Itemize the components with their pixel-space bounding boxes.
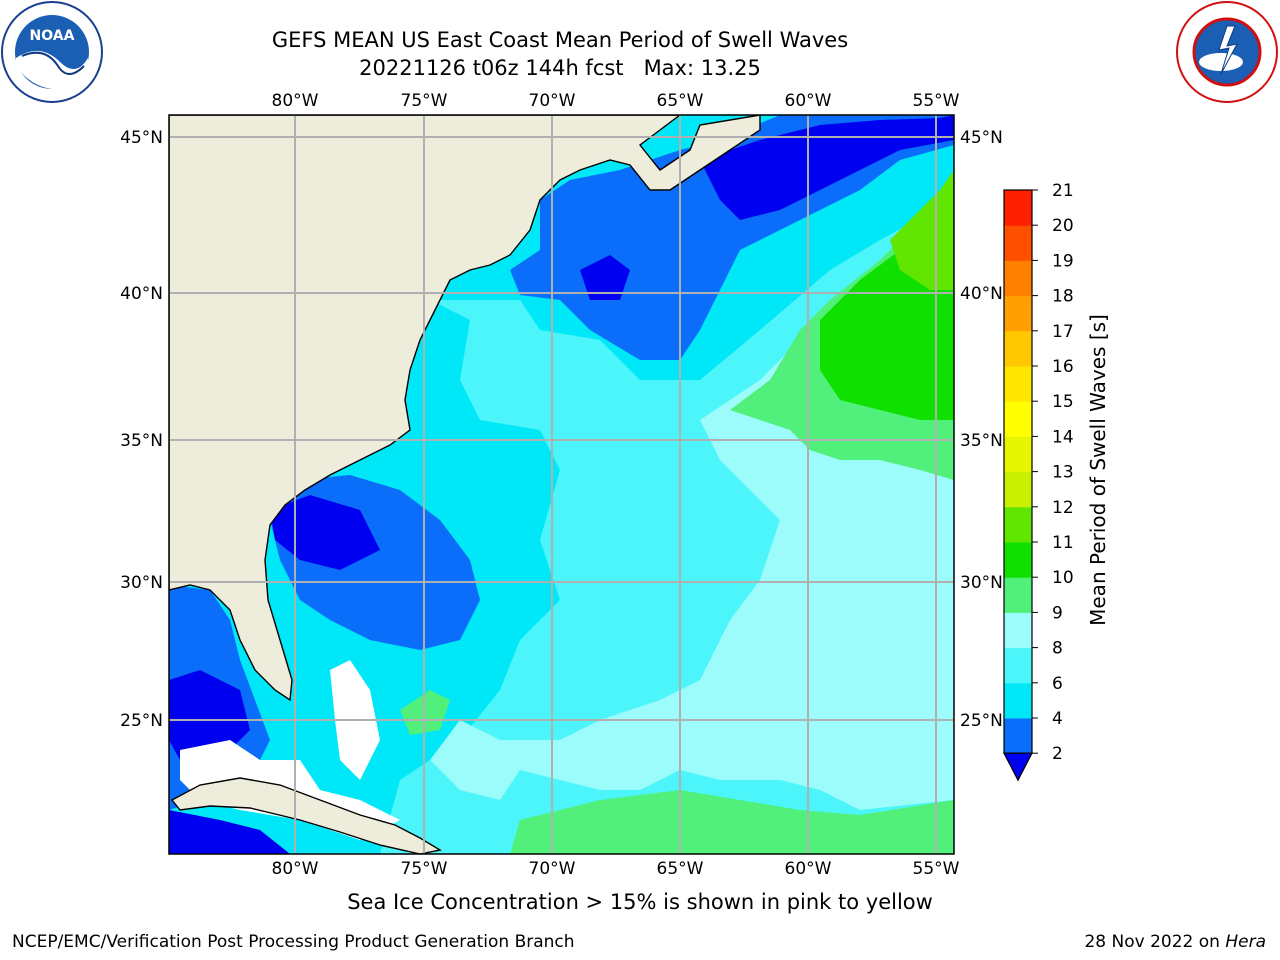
map-area (169, 115, 954, 854)
colorbar-swatch (1004, 647, 1032, 684)
colorbar-tick-label: 16 (1052, 357, 1074, 377)
colorbar-swatch (1004, 225, 1032, 261)
colorbar-swatch (1004, 718, 1032, 754)
colorbar-tick-label: 20 (1052, 216, 1074, 236)
sea-ice-footnote: Sea Ice Concentration > 15% is shown in … (347, 890, 933, 914)
colorbar-tick-label: 12 (1052, 498, 1074, 518)
colorbar-tick-label: 13 (1052, 463, 1074, 483)
land-cuba (170, 777, 442, 854)
lon-label: 55°W (913, 859, 960, 879)
colorbar: 2 4 6 8 9 10 11 12 13 14 15 16 17 18 19 20 21 (1003, 181, 1074, 782)
colorbar-swatch (1004, 401, 1032, 437)
swell-9-10-region-s (510, 790, 954, 854)
chart-title: GEFS MEAN US East Coast Mean Period of S… (271, 28, 849, 52)
footer-host: Hera (1225, 932, 1266, 952)
colorbar-tick-label: 15 (1052, 392, 1074, 412)
colorbar-tick-label: 9 (1052, 603, 1063, 623)
colorbar-swatch (1004, 542, 1032, 578)
lon-label: 65°W (657, 91, 704, 111)
colorbar-swatch (1004, 190, 1032, 226)
colorbar-extend-arrow (1003, 752, 1033, 782)
lat-labels-left: 45°N 40°N 35°N 30°N 25°N (120, 128, 163, 731)
colorbar-label: Mean Period of Swell Waves [s] (1086, 314, 1110, 626)
footer-date: 28 Nov 2022 on Hera (1084, 932, 1266, 952)
lon-label: 60°W (785, 91, 832, 111)
map-gridlines (169, 115, 954, 854)
lat-label: 25°N (120, 711, 163, 731)
colorbar-swatch (1004, 295, 1032, 332)
lat-label: 30°N (120, 573, 163, 593)
swell-11-12-region (890, 170, 954, 290)
lat-label: 30°N (960, 573, 1003, 593)
lon-label: 55°W (913, 91, 960, 111)
colorbar-swatch (1004, 612, 1032, 649)
lon-label: 65°W (657, 859, 704, 879)
chart-title-block: GEFS MEAN US East Coast Mean Period of S… (160, 26, 960, 82)
colorbar-tick-label: 6 (1052, 674, 1063, 694)
map-frame (168, 114, 955, 855)
colorbar-tick-label: 2 (1052, 744, 1063, 764)
lat-label: 40°N (120, 284, 163, 304)
swell-lt2-region-gom (700, 115, 954, 220)
lat-label: 25°N (960, 711, 1003, 731)
colorbar-swatch (1004, 330, 1032, 367)
lat-label: 35°N (120, 431, 163, 451)
colorbar-swatch (1004, 506, 1032, 543)
swell-lt2-region-gulf (169, 670, 250, 760)
swell-lt2-region-se (270, 495, 380, 570)
colorbar-tick-label: 4 (1052, 709, 1063, 729)
colorbar-tick-label: 17 (1052, 322, 1074, 342)
chart-subtitle: 20221126 t06z 144h fcst Max: 13.25 (359, 56, 761, 80)
lat-label: 45°N (120, 128, 163, 148)
lat-label: 35°N (960, 431, 1003, 451)
lon-labels-top: 80°W 75°W 70°W 65°W 60°W 55°W (272, 91, 960, 111)
lon-label: 80°W (272, 91, 319, 111)
lon-label: 70°W (529, 91, 576, 111)
noaa-logo-text: NOAA (30, 28, 75, 44)
lon-label: 80°W (272, 859, 319, 879)
lat-labels-right: 45°N 40°N 35°N 30°N 25°N (960, 128, 1003, 731)
nws-logo (1176, 1, 1278, 103)
lon-label: 75°W (401, 859, 448, 879)
land-us (169, 115, 761, 702)
footer-credit: NCEP/EMC/Verification Post Processing Pr… (12, 932, 575, 952)
colorbar-swatch (1004, 682, 1032, 719)
swell-lt2-region-ne2 (580, 255, 630, 300)
colorbar-swatch (1004, 577, 1032, 613)
colorbar-swatch (1004, 366, 1032, 402)
lat-label: 45°N (960, 128, 1003, 148)
colorbar-tick-label: 11 (1052, 533, 1074, 553)
footer-date-text: 28 Nov 2022 on (1084, 932, 1226, 952)
colorbar-tick-label: 21 (1052, 181, 1074, 201)
lon-label: 60°W (785, 859, 832, 879)
lon-label: 75°W (401, 91, 448, 111)
colorbar-tick-label: 19 (1052, 251, 1074, 271)
lat-label: 40°N (960, 284, 1003, 304)
colorbar-tick-label: 10 (1052, 568, 1074, 588)
colorbar-tick-label: 8 (1052, 639, 1063, 659)
swell-lt2-region-caribbean (169, 810, 290, 854)
colorbar-swatch (1004, 436, 1032, 473)
noaa-logo: NOAA (1, 1, 103, 103)
colorbar-tick-label: 14 (1052, 427, 1074, 447)
colorbar-swatch (1004, 471, 1032, 508)
colorbar-tick-label: 18 (1052, 287, 1074, 307)
lon-label: 70°W (529, 859, 576, 879)
lon-labels-bottom: 80°W 75°W 70°W 65°W 60°W 55°W (272, 859, 960, 879)
colorbar-swatch (1004, 260, 1032, 297)
